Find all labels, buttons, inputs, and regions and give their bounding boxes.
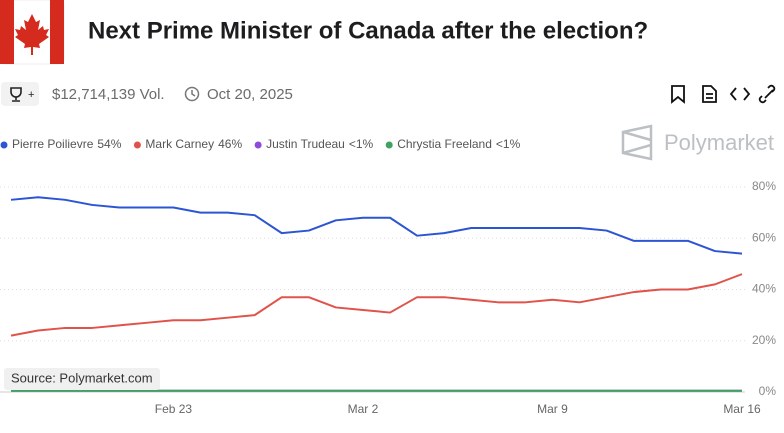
legend-dot — [133, 141, 141, 149]
document-icon[interactable] — [702, 85, 717, 103]
y-tick-label: 20% — [752, 333, 776, 347]
series-line — [10, 196, 743, 255]
embed-icon[interactable] — [729, 87, 751, 101]
trophy-button[interactable]: + — [1, 82, 39, 106]
legend-name: Pierre Poilievre — [12, 137, 94, 151]
bookmark-icon[interactable] — [671, 85, 685, 104]
y-tick-label: 60% — [752, 230, 776, 244]
volume: $12,714,139 Vol. — [52, 86, 165, 103]
y-tick-label: 80% — [752, 179, 776, 193]
brand: Polymarket — [664, 130, 774, 155]
x-tick-label: Mar 16 — [723, 402, 761, 416]
source: Source: Polymarket.com — [11, 370, 153, 385]
y-tick-label: 40% — [752, 282, 776, 296]
link-icon[interactable] — [758, 84, 776, 104]
y-tick-label: 0% — [759, 384, 777, 398]
legend-dot — [385, 141, 393, 149]
legend-name: Justin Trudeau — [266, 137, 345, 151]
svg-text:+: + — [28, 89, 34, 101]
flag — [0, 0, 65, 65]
title: Next Prime Minister of Canada after the … — [88, 17, 648, 44]
legend-dot — [0, 141, 8, 149]
source-box — [4, 368, 160, 390]
x-tick-label: Mar 9 — [537, 402, 568, 416]
legend-value: <1% — [496, 137, 521, 151]
x-tick-label: Mar 2 — [348, 402, 379, 416]
x-tick-label: Feb 23 — [155, 402, 193, 416]
legend-value: 54% — [97, 137, 121, 151]
date: Oct 20, 2025 — [207, 86, 293, 103]
brand-logo: Polymarket — [621, 124, 774, 161]
legend-name: Chrystia Freeland — [397, 137, 492, 151]
legend-name: Mark Carney — [145, 137, 214, 151]
legend-value: 46% — [218, 137, 242, 151]
legend-dot — [254, 141, 262, 149]
clock-icon — [184, 86, 200, 102]
series-line — [10, 273, 743, 337]
legend-value: <1% — [349, 137, 374, 151]
